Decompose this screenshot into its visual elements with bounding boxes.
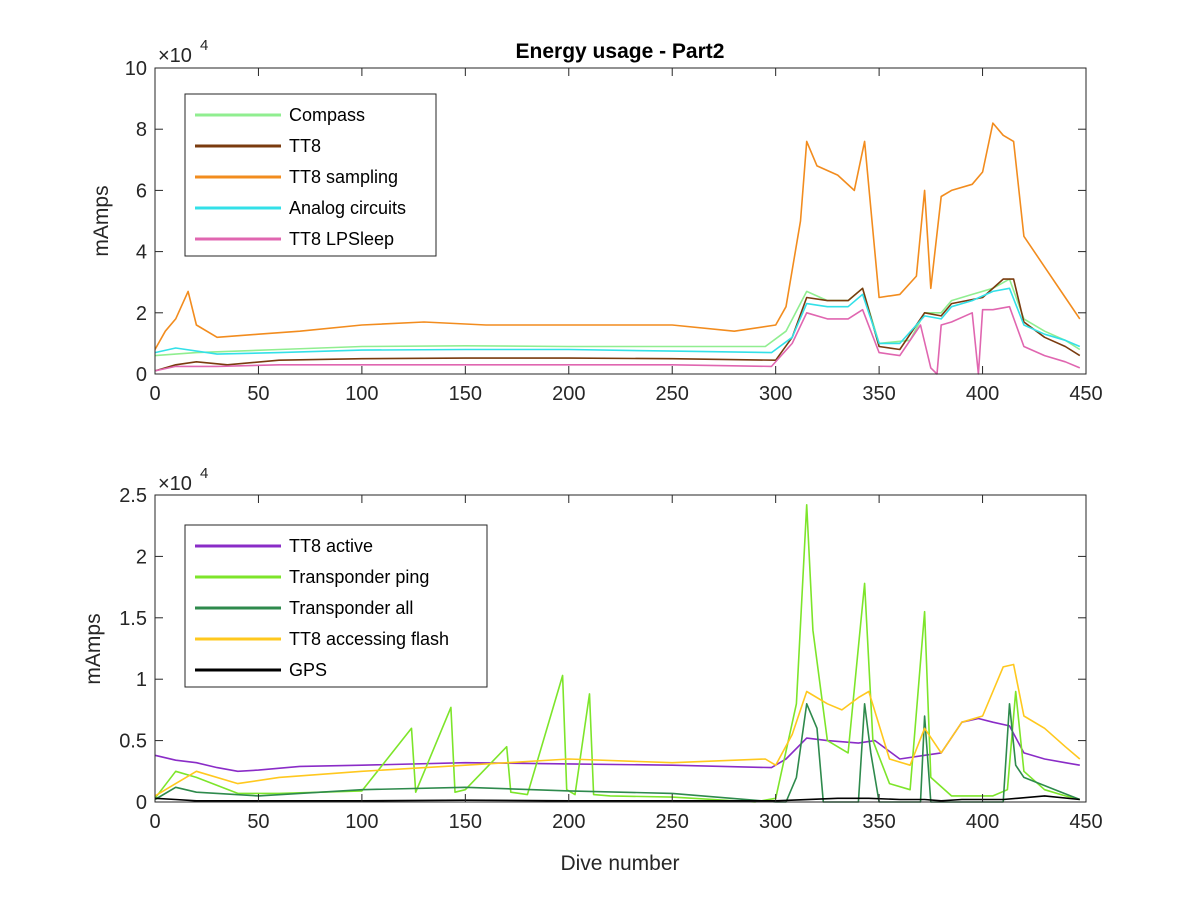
y-tick-label: 8	[136, 119, 147, 141]
y-multiplier: ×10 4	[158, 465, 208, 495]
legend-label-tt8: TT8	[289, 136, 321, 156]
x-tick-label: 100	[345, 811, 378, 833]
y-tick-label: 0	[136, 792, 147, 814]
axes-box	[154, 67, 1087, 375]
x-tick-label: 450	[1069, 383, 1102, 405]
y-tick-label: 2.5	[119, 485, 147, 507]
series-line-tt8-accessing-flash	[154, 663, 1081, 797]
legend: Compass TT8 TT8 sampling Analog circuits TT8…	[184, 93, 437, 257]
y-multiplier: ×10 4	[158, 37, 208, 67]
legend-box	[184, 524, 488, 688]
y-axis-label: mAmps	[82, 613, 105, 684]
x-tick-label: 50	[247, 383, 269, 405]
ticks-layer: 0 50 100 150 200 250 300 350 400 450 0 2 4 6 8 10	[125, 58, 1103, 405]
energy-chart-top: 0 50 100 150 200 250 300 350 400 450 0 2 4 6 8 10 ×10 4…	[90, 37, 1103, 405]
x-tick-label: 150	[449, 811, 482, 833]
legend-label-analog-circuits: Analog circuits	[289, 198, 406, 218]
energy-chart-bottom: 0 50 100 150 200 250 300 350 400 45000.511.522.5 …	[82, 465, 1103, 875]
x-tick-label: 250	[656, 811, 689, 833]
series-line-compass	[154, 278, 1081, 357]
y-tick-label: 0.5	[119, 731, 147, 753]
x-tick-label: 150	[449, 383, 482, 405]
legend-label-gps: GPS	[289, 660, 327, 680]
x-axis-label: Dive number	[560, 852, 679, 875]
x-tick-label: 300	[759, 383, 792, 405]
y-tick-label: 4	[136, 242, 147, 264]
y-multiplier-base: ×10	[158, 473, 192, 495]
legend-label-tt8-active: TT8 active	[289, 536, 373, 556]
x-tick-label: 100	[345, 383, 378, 405]
series-line-tt8	[154, 278, 1081, 372]
y-multiplier-base: ×10	[158, 45, 192, 67]
x-tick-label: 400	[966, 811, 999, 833]
legend-label-tt8-sampling: TT8 sampling	[289, 167, 398, 187]
x-tick-label: 300	[759, 811, 792, 833]
series-line-tt8-active	[154, 717, 1080, 773]
y-axis-label: mAmps	[90, 185, 113, 256]
legend-label-transponder-all: Transponder all	[289, 598, 413, 618]
x-tick-label: 0	[149, 811, 160, 833]
ticks-layer: 0 50 100 150 200 250 300 350 400 450 0 0.5 1 1.5 2 2.5	[119, 485, 1103, 833]
y-multiplier-exponent: 4	[200, 465, 208, 482]
x-tick-label: 200	[552, 811, 585, 833]
figure-title: Energy usage - Part2	[516, 40, 725, 63]
series-line-tt8-sampling	[154, 122, 1081, 350]
x-tick-label: 50	[247, 811, 269, 833]
y-tick-label: 10	[125, 58, 147, 80]
y-tick-label: 1.5	[119, 608, 147, 630]
x-tick-label: 200	[552, 383, 585, 405]
x-tick-label: 0	[149, 383, 160, 405]
series-line-gps	[154, 795, 1080, 802]
legend-label-tt8-lpsleep: TT8 LPSleep	[289, 229, 394, 249]
y-tick-label: 6	[136, 180, 147, 202]
x-tick-label: 250	[656, 383, 689, 405]
legend-label-tt8-accessing-flash: TT8 accessing flash	[289, 629, 449, 649]
series-line-tt8-lpsleep	[154, 305, 1081, 375]
series-line-analog-circuits	[154, 287, 1081, 355]
legend-label-transponder-ping: Transponder ping	[289, 567, 429, 587]
y-tick-label: 0	[136, 364, 147, 386]
x-tick-label: 350	[862, 383, 895, 405]
x-tick-label: 450	[1069, 811, 1102, 833]
y-multiplier-exponent: 4	[200, 37, 208, 54]
y-tick-label: 2	[136, 546, 147, 568]
y-tick-label: 1	[136, 669, 147, 691]
series-layer	[154, 122, 1081, 375]
axes-box	[154, 494, 1087, 803]
x-tick-label: 350	[862, 811, 895, 833]
y-tick-label: 2	[136, 303, 147, 325]
legend-label-compass: Compass	[289, 105, 365, 125]
legend: TT8 active Transponder ping Transponder al…	[184, 524, 488, 688]
legend-box	[184, 93, 437, 257]
x-tick-label: 400	[966, 383, 999, 405]
